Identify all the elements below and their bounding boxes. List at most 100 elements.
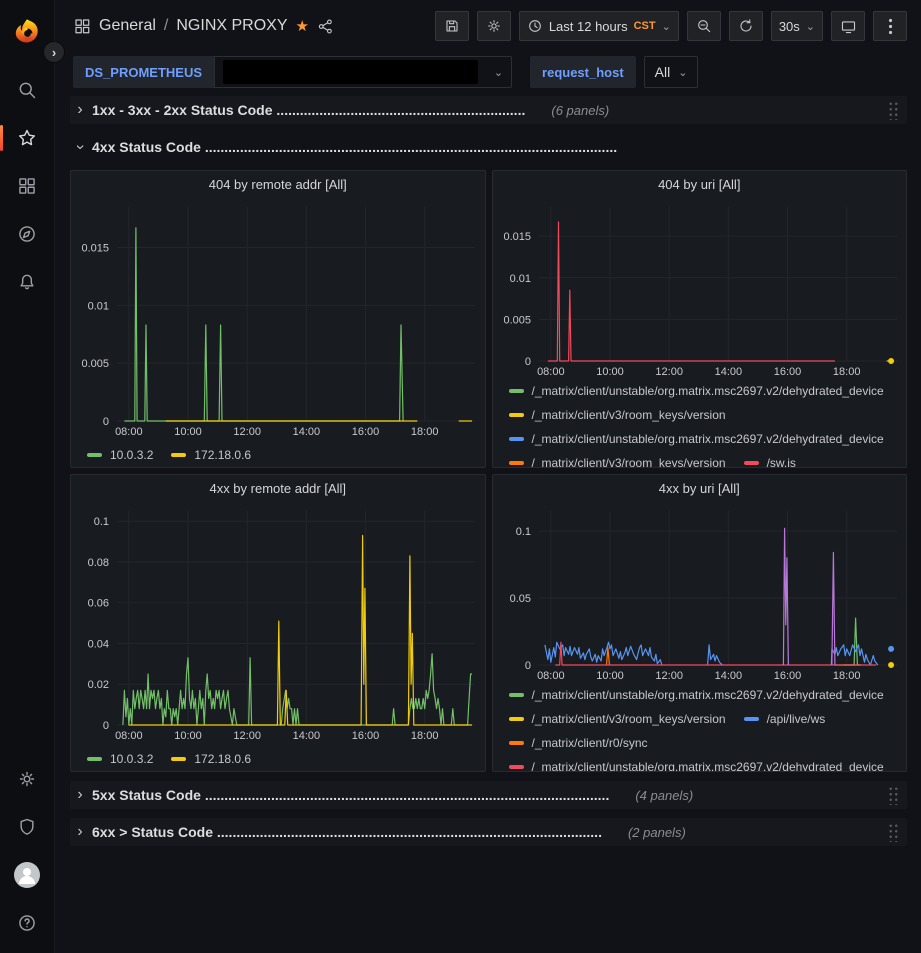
svg-text:10:00: 10:00 (596, 670, 624, 682)
grafana-logo-icon (15, 19, 38, 43)
dashboard-title[interactable]: NGINX PROXY (176, 17, 288, 34)
row-panel-count: (4 panels) (635, 787, 694, 803)
legend-item[interactable]: /sw.js (743, 451, 796, 467)
row-title: 5xx Status Code ........................… (92, 787, 610, 803)
svg-text:12:00: 12:00 (655, 670, 683, 682)
sidebar-top-group (0, 12, 55, 306)
svg-text:08:00: 08:00 (537, 670, 565, 682)
request-host-variable-select[interactable]: All ⌄ (643, 56, 699, 88)
datasource-variable-label[interactable]: DS_PROMETHEUS (73, 56, 215, 88)
legend-item[interactable]: /_matrix/client/unstable/org.matrix.msc2… (508, 755, 884, 771)
breadcrumb-folder[interactable]: General (99, 17, 156, 34)
datasource-variable-select[interactable]: ⌄ (214, 56, 513, 88)
row-4xx-status-code[interactable]: › 4xx Status Code ......................… (70, 133, 907, 161)
sidebar-expand-button[interactable]: › (43, 41, 65, 63)
timeseries-chart: 0 0.005 0.01 0.015 08:00 10:00 12:00 14:00 16:00… (493, 199, 907, 379)
legend-item[interactable]: /_matrix/client/v3/room_keys/version (508, 451, 726, 467)
favorite-star-icon[interactable]: ★ (295, 18, 309, 35)
chevron-right-icon: › (51, 44, 57, 60)
legend-item[interactable]: /_matrix/client/unstable/org.matrix.msc2… (508, 379, 884, 403)
sidebar-item-dashboards[interactable] (0, 162, 55, 210)
legend-item[interactable]: /_matrix/client/unstable/org.matrix.msc2… (508, 427, 884, 451)
legend-series-label: /_matrix/client/unstable/org.matrix.msc2… (531, 432, 884, 446)
panel-4xx-by-remote-addr: 4xx by remote addr [All] 0 0.02 0.04 0.06 0.… (70, 474, 486, 772)
sidebar-item-profile[interactable] (0, 851, 55, 899)
refresh-button[interactable] (728, 11, 763, 41)
page: General / NGINX PROXY ★ (55, 0, 921, 846)
row-6xx-status-code[interactable]: › 6xx > Status Code ....................… (70, 818, 907, 846)
legend-series-label: /_matrix/client/v3/room_keys/version (531, 712, 726, 726)
search-icon (19, 82, 36, 99)
request-host-variable-label[interactable]: request_host (530, 56, 636, 88)
row-title: 4xx Status Code ........................… (92, 139, 618, 155)
sidebar-item-server-admin[interactable] (0, 803, 55, 851)
legend-item[interactable]: /_matrix/client/unstable/org.matrix.msc2… (508, 683, 884, 707)
row-5xx-status-code[interactable]: › 5xx Status Code ......................… (70, 781, 907, 809)
legend-item[interactable]: /api/live/ws (743, 707, 825, 731)
compass-icon (19, 226, 35, 242)
svg-text:08:00: 08:00 (115, 426, 143, 438)
refresh-interval-picker[interactable]: 30s ⌄ (770, 11, 823, 41)
sidebar-item-search[interactable] (0, 66, 55, 114)
svg-text:10:00: 10:00 (174, 426, 202, 438)
svg-text:0.015: 0.015 (81, 242, 109, 254)
sidebar-item-configuration[interactable] (0, 755, 55, 803)
panel-title[interactable]: 4xx by remote addr [All] (209, 481, 347, 496)
svg-text:0.05: 0.05 (509, 593, 530, 605)
legend-series-label: 10.0.3.2 (110, 448, 154, 462)
cycle-view-mode-button[interactable] (831, 11, 865, 41)
dashboard-navbar: General / NGINX PROXY ★ (55, 0, 921, 52)
sidebar-item-help[interactable] (0, 899, 55, 947)
legend-item[interactable]: /_matrix/client/r0/sync (508, 731, 648, 755)
legend-series-label: /_matrix/client/unstable/org.matrix.msc2… (531, 384, 884, 398)
zoom-out-time-button[interactable] (686, 11, 721, 41)
sidebar-item-explore[interactable] (0, 210, 55, 258)
chart-legend: /_matrix/client/unstable/org.matrix.msc2… (493, 379, 907, 467)
legend-series-swatch (508, 389, 524, 393)
dashboards-grid-icon (19, 178, 35, 194)
legend-item[interactable]: 10.0.3.2 (87, 747, 153, 771)
legend-series-label: /_matrix/client/v3/room_keys/version (531, 408, 726, 422)
legend-item[interactable]: /_matrix/client/v3/room_keys/version (508, 403, 726, 427)
svg-text:14:00: 14:00 (293, 426, 321, 438)
legend-item[interactable]: 172.18.0.6 (171, 747, 251, 771)
legend-series-swatch (743, 461, 759, 465)
svg-text:16:00: 16:00 (352, 730, 380, 742)
sidebar-item-starred[interactable] (0, 114, 55, 162)
help-icon (19, 915, 35, 931)
sidebar-item-alerting[interactable] (0, 258, 55, 306)
svg-text:0: 0 (103, 720, 109, 732)
dashboard-settings-button[interactable] (476, 11, 511, 41)
legend-item[interactable]: 10.0.3.2 (87, 443, 153, 467)
svg-text:18:00: 18:00 (411, 426, 439, 438)
more-options-button[interactable] (873, 11, 907, 41)
drag-handle-icon[interactable] (888, 785, 899, 805)
panel-title[interactable]: 4xx by uri [All] (658, 481, 740, 496)
panel-404-by-uri: 404 by uri [All] 0 0.005 0.01 0.015 08:00 10:… (491, 170, 907, 468)
refresh-interval-label: 30s (778, 18, 800, 34)
time-range-picker[interactable]: Last 12 hours CST ⌄ (518, 11, 679, 41)
apps-grid-icon (75, 19, 90, 34)
share-icon[interactable] (317, 18, 334, 35)
svg-text:16:00: 16:00 (352, 426, 380, 438)
panel-title[interactable]: 404 by remote addr [All] (208, 177, 347, 192)
row-1xx-3xx-2xx-status-code[interactable]: › 1xx - 3xx - 2xx Status Code ..........… (70, 96, 907, 124)
grafana-logo[interactable] (0, 12, 55, 52)
sidebar-bottom-group (0, 755, 55, 947)
drag-handle-icon[interactable] (888, 822, 899, 842)
svg-text:0.02: 0.02 (88, 679, 109, 691)
chevron-down-icon: › (72, 144, 89, 150)
legend-item[interactable]: /_matrix/client/v3/room_keys/version (508, 707, 726, 731)
drag-handle-icon[interactable] (888, 100, 899, 120)
save-dashboard-button[interactable] (434, 11, 469, 41)
svg-text:0.1: 0.1 (515, 526, 530, 538)
panel-title[interactable]: 404 by uri [All] (658, 177, 741, 192)
star-icon (18, 129, 36, 146)
legend-series-label: 172.18.0.6 (194, 752, 252, 766)
svg-text:12:00: 12:00 (233, 426, 261, 438)
svg-text:18:00: 18:00 (411, 730, 439, 742)
legend-item[interactable]: 172.18.0.6 (171, 443, 251, 467)
legend-series-swatch (508, 765, 524, 769)
legend-series-label: /_matrix/client/unstable/org.matrix.msc2… (531, 688, 884, 702)
svg-text:0: 0 (524, 660, 530, 672)
